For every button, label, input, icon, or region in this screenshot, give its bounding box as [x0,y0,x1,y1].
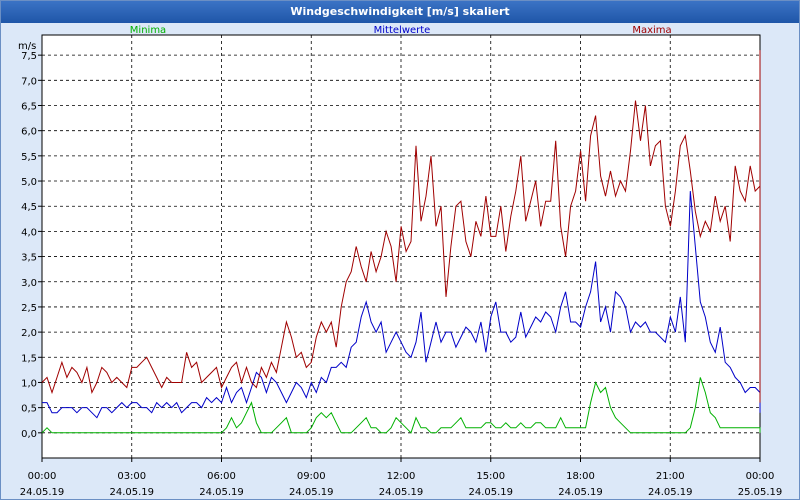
x-tick-time-label: 15:00 [476,471,505,482]
x-tick-date-label: 24.05.19 [20,487,65,498]
y-tick-label: 6,0 [21,127,37,138]
y-axis-label: m/s [18,41,36,52]
series-line-minima [41,377,761,434]
legend: Minima Mittelwerte Maxima [130,25,672,36]
x-tick-time-label: 00:00 [28,471,57,482]
y-axis: m/s7,5 7,0 6,5 6,0 5,5 5,0 4,5 4,0 3,5 3,0 2,5 2,0 1… [18,41,42,440]
y-tick-label: 2,0 [21,328,37,339]
y-tick-label: 5,0 [21,177,37,188]
y-tick-label: 5,5 [21,152,37,163]
y-tick-label: 4,5 [21,202,37,213]
y-tick-label: 1,0 [21,378,37,389]
x-tick-date-label: 24.05.19 [558,487,603,498]
x-tick-date-label: 24.05.19 [199,487,244,498]
grid-lines [42,35,760,458]
y-tick-label: 7,5 [21,51,37,62]
x-tick-time-label: 09:00 [297,471,326,482]
y-tick-label: 2,5 [21,303,37,314]
legend-entry-mittelwerte: Mittelwerte [374,25,431,36]
x-tick-date-label: 24.05.19 [468,487,513,498]
x-tick-time-label: 12:00 [387,471,416,482]
y-tick-label: 3,0 [21,278,37,289]
x-tick-time-label: 00:00 [746,471,775,482]
series-line-maxima [41,50,761,403]
y-tick-label: 1,5 [21,353,37,364]
y-tick-label: 7,0 [21,76,37,87]
x-tick-time-label: 03:00 [117,471,146,482]
x-axis: 00:00 24.05.19 03:00 24.05.19 06:00 24.05.19 0… [20,458,783,498]
y-tick-label: 6,5 [21,102,37,113]
legend-entry-maxima: Maxima [632,25,671,36]
x-tick-date-label: 24.05.19 [289,487,334,498]
x-tick-date-label: 25.05.19 [738,487,783,498]
x-tick-time-label: 18:00 [566,471,595,482]
chart-title-bar: Windgeschwindigkeit [m/s] skaliert [1,1,799,23]
x-tick-date-label: 24.05.19 [648,487,693,498]
y-tick-label: 0,0 [21,429,37,440]
y-tick-label: 0,5 [21,404,37,415]
x-tick-time-label: 06:00 [207,471,236,482]
series-line-mittelwerte [42,191,761,419]
y-tick-label: 4,0 [21,227,37,238]
x-tick-date-label: 24.05.19 [379,487,424,498]
y-tick-label: 3,5 [21,253,37,264]
series-lines [41,50,761,434]
x-tick-time-label: 21:00 [656,471,685,482]
x-tick-date-label: 24.05.19 [109,487,154,498]
legend-entry-minima: Minima [130,25,166,36]
